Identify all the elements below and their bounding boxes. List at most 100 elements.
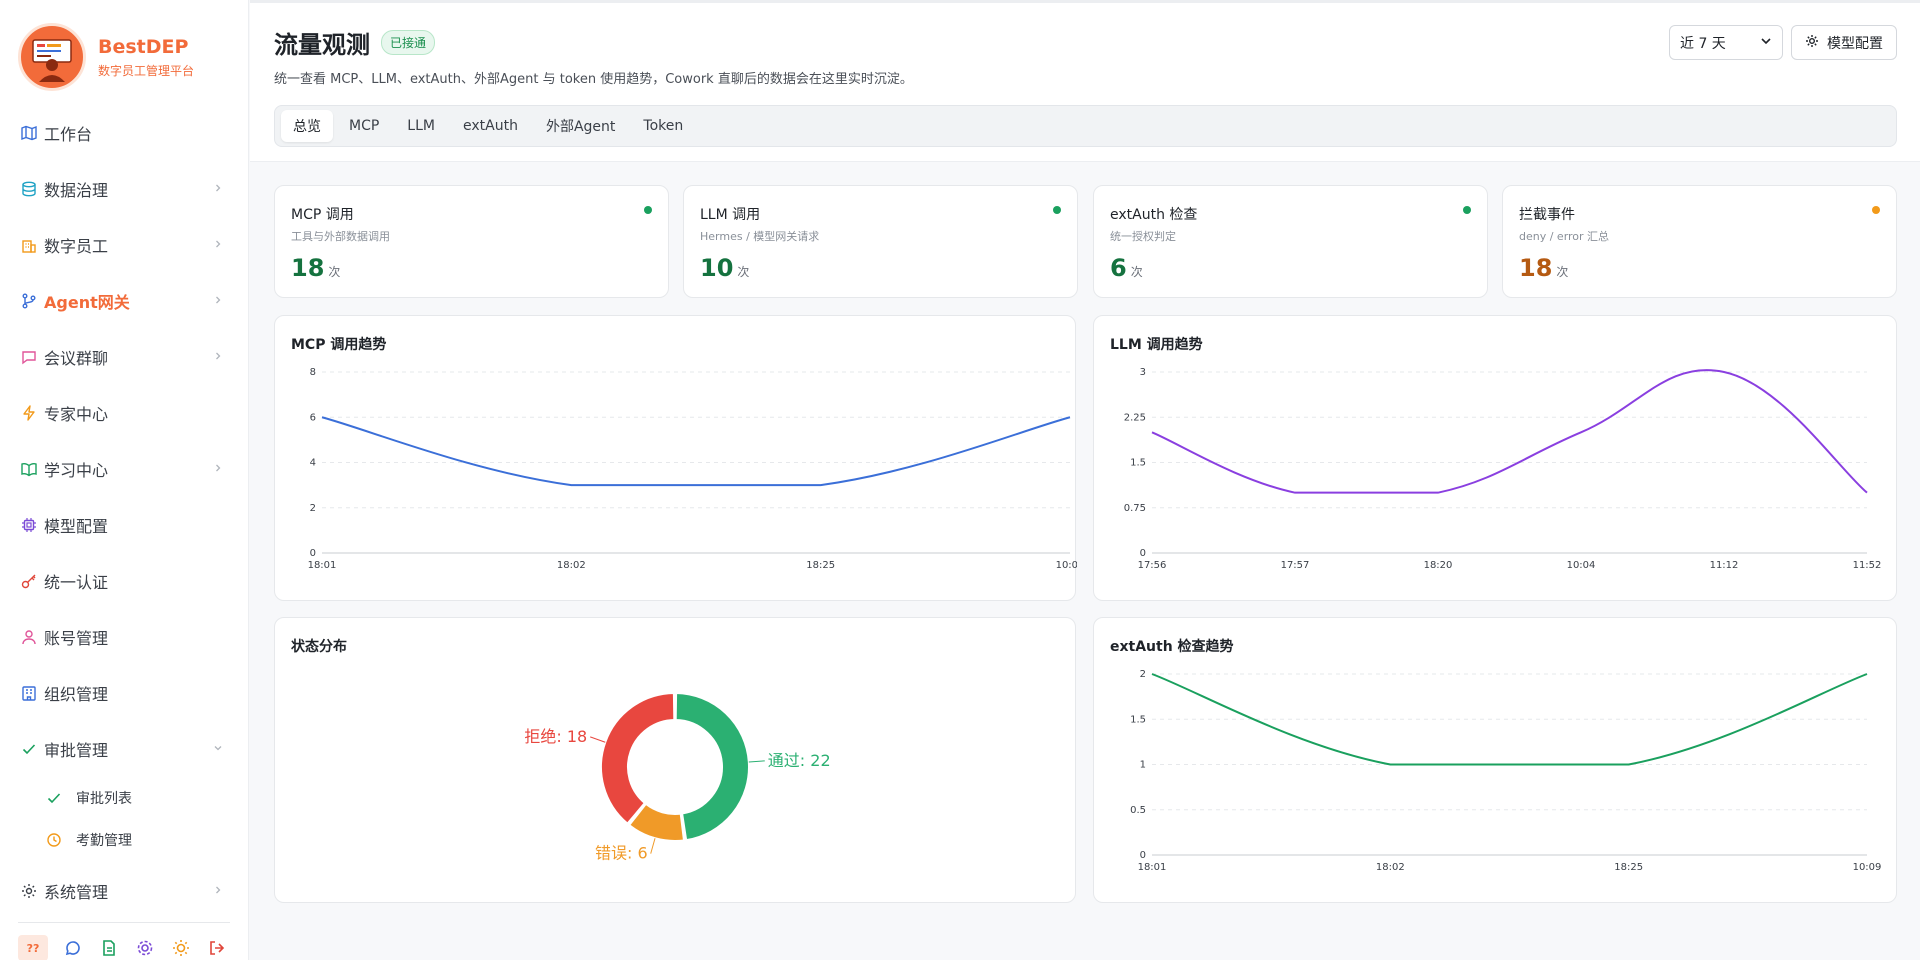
model-config-button[interactable]: 模型配置 xyxy=(1791,25,1897,60)
footer-badge[interactable]: ?? xyxy=(18,935,48,960)
gear-icon xyxy=(1805,34,1819,52)
llm-trend-chart: 0 0.75 1.5 2.25 3 17:56 17:57 18:20 10:04 11:12 11… xyxy=(1124,367,1882,571)
brand-logo xyxy=(18,23,86,91)
y-tick-label: 4 xyxy=(310,458,316,469)
status-dot xyxy=(1463,206,1471,214)
x-tick-label: 11:12 xyxy=(1710,560,1739,571)
x-tick-label: 11:52 xyxy=(1853,560,1882,571)
chevron-right-icon xyxy=(213,884,223,898)
series-line xyxy=(1151,673,1868,766)
mcp-trend-chart: 0 2 4 6 8 18:01 18:02 18:25 10:09 xyxy=(308,367,1077,571)
git-branch-icon xyxy=(20,292,38,310)
status-pie-chart: 通过: 22 错误: 6 拒绝: 18 xyxy=(524,691,831,863)
time-range-value: 近 7 天 xyxy=(1680,35,1726,52)
chevron-down-icon xyxy=(1760,35,1772,51)
main-content: 流量观测 已接通 统一查看 MCP、LLM、extAuth、外部Agent 与 … xyxy=(250,0,1920,960)
x-tick-label: 18:01 xyxy=(308,560,337,571)
database-icon xyxy=(20,180,38,198)
x-tick-label: 18:02 xyxy=(1376,862,1405,873)
stat-value-wrap: 18 次 xyxy=(291,254,340,282)
sidebar-item-nav-items-11[interactable]: 审批管理 xyxy=(0,721,249,777)
stat-title: MCP 调用 xyxy=(291,207,354,223)
sidebar-item-nav-last_item[interactable]: 系统管理 xyxy=(0,863,249,919)
stat-value-wrap: 18 次 xyxy=(1519,254,1568,282)
logout-icon[interactable] xyxy=(206,937,228,959)
chat-icon xyxy=(20,348,38,366)
sidebar-item-nav-items-2[interactable]: 数字员工 xyxy=(0,217,249,273)
stat-unit: 次 xyxy=(328,265,341,279)
y-tick-label: 2 xyxy=(1140,669,1146,680)
extauth-trend-card: extAuth 检查趋势 0 0.5 1 1.5 2 18:01 18:02 18:25 10:… xyxy=(1093,617,1897,903)
stat-card: LLM 调用 Hermes / 模型网关请求 10 次 xyxy=(683,185,1078,298)
stat-title: 拦截事件 xyxy=(1519,207,1575,223)
x-tick-label: 17:57 xyxy=(1281,560,1310,571)
tab-0[interactable]: 总览 xyxy=(281,110,333,142)
sidebar-item-nav-items-3[interactable]: Agent网关 xyxy=(0,273,249,329)
sidebar-subitem-label: 考勤管理 xyxy=(76,833,132,849)
chart-title: extAuth 检查趋势 xyxy=(1110,639,1234,655)
chevron-down-icon xyxy=(213,742,223,756)
tab-2[interactable]: LLM xyxy=(407,118,435,134)
sidebar-item-label: 专家中心 xyxy=(44,405,109,424)
brand[interactable]: BestDEP 数字员工管理平台 xyxy=(18,23,194,91)
document-icon[interactable] xyxy=(98,937,120,959)
sidebar-subitem-1[interactable]: 考勤管理 xyxy=(0,819,249,861)
tab-3[interactable]: extAuth xyxy=(462,118,518,134)
pie-slice-label: 拒绝: 18 xyxy=(524,727,587,746)
tab-5[interactable]: Token xyxy=(643,118,684,134)
sidebar-item-nav-items-6[interactable]: 学习中心 xyxy=(0,441,249,497)
stat-value: 18 xyxy=(291,254,325,282)
brand-subtitle: 数字员工管理平台 xyxy=(98,63,195,78)
y-tick-label: 1 xyxy=(1140,760,1146,771)
stat-value: 18 xyxy=(1519,254,1553,282)
sidebar-item-nav-items-10[interactable]: 组织管理 xyxy=(0,665,249,721)
pie-slice-label: 通过: 22 xyxy=(768,751,831,770)
y-tick-label: 8 xyxy=(310,367,316,378)
stat-unit: 次 xyxy=(737,265,750,279)
tab-4[interactable]: 外部Agent xyxy=(545,119,616,135)
sidebar-subitem-label: 审批列表 xyxy=(76,791,132,807)
sidebar-item-label: 统一认证 xyxy=(44,573,109,592)
time-range-select[interactable]: 近 7 天 xyxy=(1669,25,1783,60)
sidebar-item-nav-items-9[interactable]: 账号管理 xyxy=(0,609,249,665)
stat-card: 拦截事件 deny / error 汇总 18 次 xyxy=(1502,185,1897,298)
llm-trend-card: LLM 调用趋势 0 0.75 1.5 2.25 3 17:56 17:57 18:20 10:… xyxy=(1093,315,1897,601)
page-header: 流量观测 已接通 统一查看 MCP、LLM、extAuth、外部Agent 与 … xyxy=(250,0,1920,162)
check-icon xyxy=(20,740,38,758)
sidebar-nav: 工作台 数据治理 数字员工 Agent网关 会议群聊 专家中心 学习中心 模型配… xyxy=(0,105,249,919)
sidebar-item-nav-items-7[interactable]: 模型配置 xyxy=(0,497,249,553)
stat-value: 10 xyxy=(700,254,734,282)
chat-icon[interactable] xyxy=(62,937,84,959)
sidebar-subitem-0[interactable]: 审批列表 xyxy=(0,777,249,819)
mcp-trend-card: MCP 调用趋势 0 2 4 6 8 18:01 18:02 18:25 10:09 xyxy=(274,315,1077,601)
y-tick-label: 2.25 xyxy=(1124,412,1146,423)
page-title: 流量观测 xyxy=(274,31,370,59)
sidebar-item-nav-items-8[interactable]: 统一认证 xyxy=(0,553,249,609)
stat-title: LLM 调用 xyxy=(700,207,761,223)
sidebar-item-nav-items-1[interactable]: 数据治理 xyxy=(0,161,249,217)
sidebar-item-nav-items-5[interactable]: 专家中心 xyxy=(0,385,249,441)
x-tick-label: 18:25 xyxy=(1614,862,1643,873)
y-tick-label: 1.5 xyxy=(1130,714,1146,725)
series-line xyxy=(1151,369,1868,494)
sidebar-item-label: 数字员工 xyxy=(44,237,109,256)
y-tick-label: 0 xyxy=(1140,850,1146,861)
sidebar-item-label: 工作台 xyxy=(44,125,93,144)
sidebar: BestDEP 数字员工管理平台 工作台 数据治理 数字员工 Agent网关 会… xyxy=(0,0,249,960)
stat-subtitle: 统一授权判定 xyxy=(1110,230,1176,243)
sidebar-item-label: 学习中心 xyxy=(44,461,109,480)
settings-icon[interactable] xyxy=(134,937,156,959)
tab-1[interactable]: MCP xyxy=(349,118,380,134)
sidebar-footer: ?? xyxy=(18,922,230,960)
y-tick-label: 3 xyxy=(1140,367,1146,378)
sidebar-item-nav-items-0[interactable]: 工作台 xyxy=(0,105,249,161)
sun-icon[interactable] xyxy=(170,937,192,959)
series-line xyxy=(321,416,1071,487)
chevron-right-icon xyxy=(213,238,223,252)
chevron-right-icon xyxy=(213,182,223,196)
sidebar-item-nav-items-4[interactable]: 会议群聊 xyxy=(0,329,249,385)
stat-subtitle: deny / error 汇总 xyxy=(1519,230,1610,243)
view-tabs: 总览 MCP LLM extAuth 外部Agent Token xyxy=(274,105,1897,147)
